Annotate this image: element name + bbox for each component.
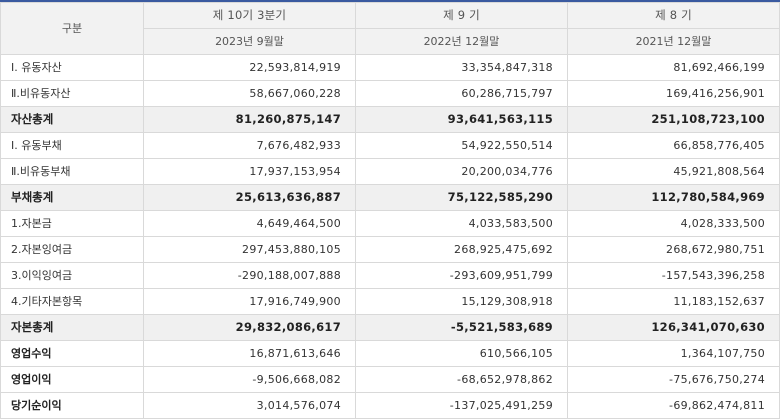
- row-value: -75,676,750,274: [567, 366, 780, 393]
- row-value: 251,108,723,100: [567, 106, 780, 133]
- row-value: 7,676,482,933: [143, 132, 356, 159]
- header-period: 제 8 기: [567, 2, 780, 29]
- row-value: 58,667,060,228: [143, 80, 356, 107]
- row-value: 169,416,256,901: [567, 80, 780, 107]
- table-row: 영업이익 -9,506,668,082 -68,652,978,862 -75,676…: [0, 366, 780, 393]
- row-value: 4,033,583,500: [355, 210, 568, 237]
- row-value: 268,925,475,692: [355, 236, 568, 263]
- row-label: Ⅰ. 유동부채: [0, 132, 144, 159]
- row-value: -157,543,396,258: [567, 262, 780, 289]
- row-value: -293,609,951,799: [355, 262, 568, 289]
- row-value: 15,129,308,918: [355, 288, 568, 315]
- table-row: Ⅰ. 유동부채 7,676,482,933 54,922,550,514 66,858…: [0, 132, 780, 159]
- row-value: 54,922,550,514: [355, 132, 568, 159]
- row-label: 자산총계: [0, 106, 144, 133]
- row-value: -68,652,978,862: [355, 366, 568, 393]
- header-row-dates: 2023년 9월말 2022년 12월말 2021년 12월말: [1, 28, 780, 55]
- row-label: 부채총계: [0, 184, 144, 211]
- row-value: 60,286,715,797: [355, 80, 568, 107]
- table-row: 2.자본잉여금 297,453,880,105 268,925,475,692 268…: [0, 236, 780, 263]
- row-value: 66,858,776,405: [567, 132, 780, 159]
- row-value: 17,916,749,900: [143, 288, 356, 315]
- row-label: Ⅰ. 유동자산: [0, 54, 144, 81]
- row-label: 영업이익: [0, 366, 144, 393]
- table-row: 1.자본금 4,649,464,500 4,033,583,500 4,028,333…: [0, 210, 780, 237]
- table-row: 자산총계 81,260,875,147 93,641,563,115 251,108,…: [0, 106, 780, 133]
- header-date: 2021년 12월말: [567, 28, 780, 55]
- header-period: 제 9 기: [355, 2, 568, 29]
- table-top-accent: [0, 0, 780, 2]
- row-value: -69,862,474,811: [567, 392, 780, 419]
- row-label: 당기순이익: [0, 392, 144, 419]
- row-value: 268,672,980,751: [567, 236, 780, 263]
- table-row: 자본총계 29,832,086,617 -5,521,583,689 126,341,…: [0, 314, 780, 341]
- row-value: 11,183,152,637: [567, 288, 780, 315]
- row-value: 17,937,153,954: [143, 158, 356, 185]
- row-value: 4,649,464,500: [143, 210, 356, 237]
- row-value: 33,354,847,318: [355, 54, 568, 81]
- row-label: Ⅱ.비유동부채: [0, 158, 144, 185]
- row-value: 75,122,585,290: [355, 184, 568, 211]
- header-row-periods: 구분 제 10기 3분기 제 9 기 제 8 기: [0, 2, 780, 55]
- row-value: 20,200,034,776: [355, 158, 568, 185]
- row-value: -5,521,583,689: [355, 314, 568, 341]
- row-value: 126,341,070,630: [567, 314, 780, 341]
- table-row: 영업수익 16,871,613,646 610,566,105 1,364,107,7…: [0, 340, 780, 367]
- row-value: 29,832,086,617: [143, 314, 356, 341]
- header-period: 제 10기 3분기: [143, 2, 356, 29]
- row-label: Ⅱ.비유동자산: [0, 80, 144, 107]
- row-label: 영업수익: [0, 340, 144, 367]
- row-value: -290,188,007,888: [143, 262, 356, 289]
- table-row: Ⅰ. 유동자산 22,593,814,919 33,354,847,318 81,69…: [0, 54, 780, 81]
- row-label: 3.이익잉여금: [0, 262, 144, 289]
- row-label: 2.자본잉여금: [0, 236, 144, 263]
- row-label: 1.자본금: [0, 210, 144, 237]
- row-value: -9,506,668,082: [143, 366, 356, 393]
- row-value: 81,692,466,199: [567, 54, 780, 81]
- row-value: 3,014,576,074: [143, 392, 356, 419]
- row-value: 45,921,808,564: [567, 158, 780, 185]
- row-label: 자본총계: [0, 314, 144, 341]
- table-row: 당기순이익 3,014,576,074 -137,025,491,259 -69,86…: [0, 392, 780, 419]
- header-date: 2022년 12월말: [355, 28, 568, 55]
- row-value: 297,453,880,105: [143, 236, 356, 263]
- table-row: Ⅱ.비유동부채 17,937,153,954 20,200,034,776 45,92…: [0, 158, 780, 185]
- table-row: 4.기타자본항목 17,916,749,900 15,129,308,918 11,1…: [0, 288, 780, 315]
- table-row: 3.이익잉여금 -290,188,007,888 -293,609,951,799-…: [0, 262, 780, 289]
- row-value: 1,364,107,750: [567, 340, 780, 367]
- table-row: Ⅱ.비유동자산 58,667,060,228 60,286,715,797 169,4…: [0, 80, 780, 107]
- row-value: 112,780,584,969: [567, 184, 780, 211]
- row-value: 610,566,105: [355, 340, 568, 367]
- row-value: 22,593,814,919: [143, 54, 356, 81]
- row-label: 4.기타자본항목: [0, 288, 144, 315]
- row-value: 16,871,613,646: [143, 340, 356, 367]
- row-value: 4,028,333,500: [567, 210, 780, 237]
- table-row: 부채총계 25,613,636,887 75,122,585,290 112,780,…: [0, 184, 780, 211]
- row-value: 93,641,563,115: [355, 106, 568, 133]
- row-value: 81,260,875,147: [143, 106, 356, 133]
- row-value: -137,025,491,259: [355, 392, 568, 419]
- row-value: 25,613,636,887: [143, 184, 356, 211]
- header-date: 2023년 9월말: [143, 28, 356, 55]
- header-category: 구분: [0, 2, 144, 55]
